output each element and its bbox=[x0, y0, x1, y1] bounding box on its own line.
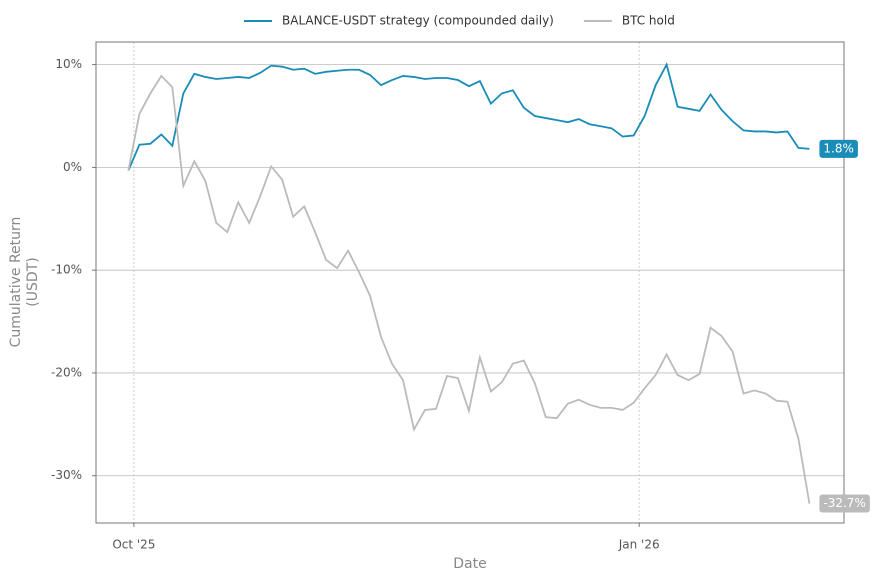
x-tick-label: Jan '26 bbox=[618, 538, 660, 552]
y-tick-label: -20% bbox=[51, 365, 82, 379]
end-label-box bbox=[819, 494, 870, 513]
end-label: -32.7% bbox=[819, 494, 870, 513]
end-label-box bbox=[819, 139, 858, 158]
end-label-text: -32.7% bbox=[823, 496, 865, 510]
legend-label: BTC hold bbox=[622, 14, 675, 28]
y-axis-title: (USDT) bbox=[25, 257, 41, 306]
end-label: 1.8% bbox=[819, 139, 858, 158]
y-axis-title: Cumulative Return bbox=[8, 217, 24, 348]
legend: BALANCE-USDT strategy (compounded daily)… bbox=[244, 14, 675, 28]
y-tick-label: 10% bbox=[55, 57, 82, 71]
y-tick-label: -10% bbox=[51, 263, 82, 277]
x-axis-title: Date bbox=[453, 556, 486, 572]
x-tick-label: Oct '25 bbox=[112, 538, 155, 552]
data-line bbox=[127, 74, 811, 504]
y-tick-label: -30% bbox=[51, 468, 82, 482]
legend-label: BALANCE-USDT strategy (compounded daily) bbox=[282, 14, 554, 28]
y-tick-label: 0% bbox=[63, 160, 82, 174]
end-label-text: 1.8% bbox=[823, 141, 854, 155]
plot-frame bbox=[95, 41, 845, 524]
data-line bbox=[127, 62, 810, 171]
